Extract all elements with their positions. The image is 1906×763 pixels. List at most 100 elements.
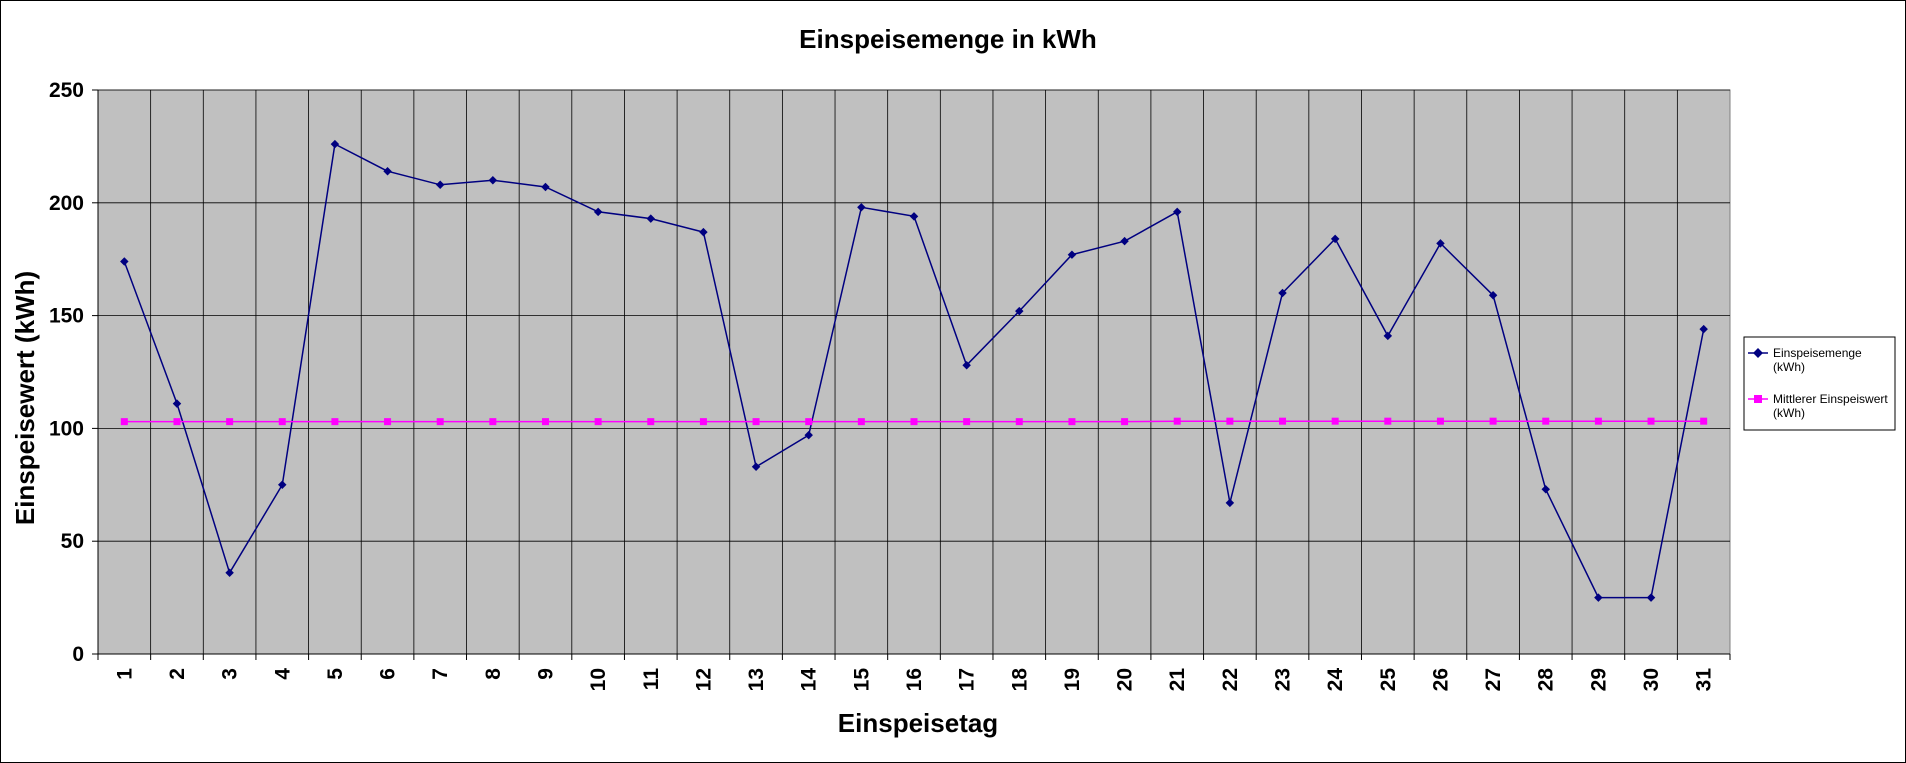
legend-label-mittlerer: Mittlerer Einspeiswert [1773, 392, 1888, 406]
y-tick-label: 100 [49, 417, 84, 440]
x-tick-label: 17 [956, 668, 979, 691]
data-point [436, 418, 444, 426]
x-tick-label: 27 [1482, 668, 1505, 691]
data-point [1489, 417, 1497, 425]
y-tick-label: 50 [61, 530, 84, 553]
data-point [752, 418, 760, 426]
x-tick-label: 14 [798, 668, 821, 692]
data-point [1541, 485, 1550, 494]
x-tick-label: 1 [113, 668, 136, 680]
x-tick-label: 20 [1114, 668, 1137, 691]
data-point [1594, 593, 1603, 602]
x-tick-label: 12 [692, 668, 715, 691]
data-point [1173, 417, 1181, 425]
x-tick-label: 19 [1061, 668, 1084, 691]
x-tick-label: 8 [482, 668, 505, 680]
data-point [1383, 331, 1393, 341]
x-tick-label: 31 [1693, 668, 1716, 692]
data-point [1594, 417, 1602, 425]
data-point [1226, 417, 1234, 425]
data-point [278, 418, 286, 426]
data-point [173, 418, 181, 426]
x-tick-label: 28 [1535, 668, 1558, 692]
x-tick-label: 15 [850, 668, 873, 692]
x-tick-label: 5 [324, 668, 347, 680]
data-point [699, 418, 707, 426]
data-point [1436, 417, 1444, 425]
data-point [1488, 291, 1498, 300]
data-point [278, 480, 287, 490]
data-point [1121, 418, 1129, 426]
data-point [594, 418, 602, 426]
x-tick-label: 18 [1008, 668, 1031, 692]
data-point [1542, 417, 1550, 425]
data-point [226, 418, 234, 426]
data-point [805, 418, 813, 426]
data-point [962, 360, 971, 370]
data-point [910, 418, 918, 426]
data-point [383, 166, 392, 176]
data-point [1015, 306, 1024, 316]
data-point [647, 418, 655, 426]
y-tick-label: 0 [72, 643, 84, 666]
data-point [1699, 324, 1708, 334]
data-point [331, 418, 339, 426]
x-tick-label: 25 [1377, 668, 1400, 692]
data-point [857, 418, 865, 426]
x-tick-label: 24 [1324, 668, 1347, 692]
y-tick-label: 150 [49, 305, 84, 328]
data-point [384, 418, 392, 426]
legend-label-einspeisemenge: Einspeisemenge [1773, 346, 1862, 360]
data-point [963, 418, 971, 426]
x-tick-label: 9 [534, 668, 557, 680]
data-point [1384, 417, 1392, 425]
data-point [172, 399, 182, 408]
legend-item-mittlerer: Mittlerer Einspeiswert (kWh) [1748, 392, 1888, 420]
plot-background [97, 89, 1731, 655]
series-mittlerer-einspeiswert [120, 417, 1708, 426]
x-tick-label: 26 [1429, 668, 1452, 691]
x-tick-label: 13 [745, 668, 768, 691]
data-point [1646, 593, 1656, 602]
x-tick-label: 7 [429, 668, 452, 680]
legend-label-einspeisemenge-unit: (kWh) [1773, 360, 1805, 374]
data-point [1700, 417, 1708, 425]
data-point [1331, 417, 1339, 425]
data-point [1068, 418, 1076, 426]
data-point [751, 462, 761, 471]
legend-square-icon [1754, 395, 1762, 403]
data-point [1015, 418, 1023, 426]
x-tick-label: 23 [1272, 668, 1295, 691]
data-point [120, 418, 128, 426]
data-point [1278, 288, 1287, 298]
x-tick-label: 29 [1587, 668, 1610, 691]
legend-diamond-icon [1753, 348, 1763, 358]
data-point [1647, 417, 1655, 425]
y-tick-label: 200 [49, 192, 84, 215]
x-tick-label: 6 [377, 668, 400, 680]
x-axis-title: Einspeisetag [838, 708, 998, 738]
data-point [435, 180, 445, 189]
data-point [120, 257, 129, 266]
plot-area [97, 89, 1731, 655]
data-point [804, 430, 813, 440]
data-point [541, 418, 549, 426]
y-axis-title: Einspeisewert (kWh) [10, 271, 40, 525]
x-tick-label: 3 [219, 668, 242, 680]
y-tick-label: 250 [49, 79, 84, 102]
data-point [488, 175, 498, 185]
data-point [330, 139, 340, 149]
x-tick-label: 21 [1166, 668, 1189, 692]
legend-box [1743, 336, 1896, 431]
x-tick-label: 2 [166, 668, 189, 680]
legend-label-mittlerer-unit: (kWh) [1773, 406, 1805, 420]
chart-title: Einspeisemenge in kWh [799, 24, 1097, 54]
data-point [1279, 417, 1287, 425]
x-tick-label: 4 [271, 668, 294, 680]
x-tick-label: 16 [903, 668, 926, 691]
x-tick-label: 30 [1640, 668, 1663, 691]
x-tick-label: 10 [587, 668, 610, 691]
x-tick-label: 11 [640, 668, 663, 691]
data-point [489, 418, 497, 426]
